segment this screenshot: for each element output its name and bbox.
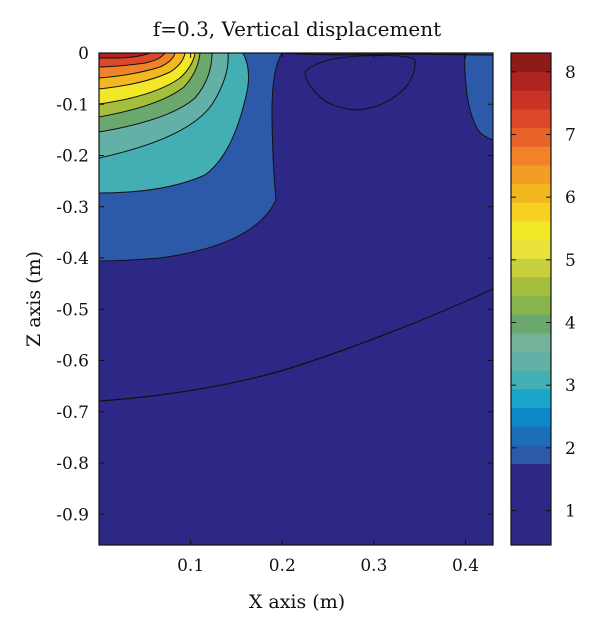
colorbar-frame (510, 52, 552, 546)
colorbar-tick-label: 7 (565, 125, 576, 145)
colorbar-segment (511, 220, 551, 241)
x-axis-label: X axis (m) (249, 591, 345, 613)
contour-band-right-patch (464, 53, 493, 141)
colorbar-segment (511, 164, 551, 185)
colorbar-segment (511, 127, 551, 147)
colorbar-segment (511, 444, 551, 465)
contour-closed-blob (304, 55, 416, 111)
y-tick-label: -0.8 (56, 454, 89, 474)
y-tick-label: -0.7 (56, 403, 89, 423)
colorbar-segment (511, 53, 551, 73)
colorbar-segment (511, 295, 551, 315)
colorbar-segment (511, 202, 551, 222)
colorbar (511, 53, 551, 546)
y-tick-label: -0.9 (56, 505, 89, 525)
colorbar-segment (511, 426, 551, 446)
colorbar-segment (511, 71, 551, 91)
colorbar-segment (511, 258, 551, 278)
colorbar-tick-label: 8 (565, 63, 576, 83)
y-tick-label: -0.2 (56, 147, 89, 167)
x-tick-label: 0.3 (360, 556, 387, 576)
y-tick-label: -0.4 (56, 249, 89, 269)
y-tick-label: -0.1 (56, 95, 89, 115)
colorbar-tick-label: 6 (565, 188, 576, 208)
colorbar-segment (511, 370, 551, 390)
plot-frame (98, 52, 494, 546)
colorbar-tick-label: 3 (565, 376, 576, 396)
colorbar-segment (511, 314, 551, 334)
colorbar-segment (511, 332, 551, 353)
x-tick-label: 0.2 (269, 556, 296, 576)
y-tick-label: -0.3 (56, 198, 89, 218)
colorbar-segment (511, 108, 551, 129)
colorbar-segment (511, 183, 551, 203)
contour-top-edge-line (281, 53, 493, 56)
colorbar-tick-label: 1 (565, 502, 576, 522)
contour-line-lower (99, 288, 493, 402)
x-axis: 0.1 0.2 0.3 0.4 (177, 53, 479, 576)
y-tick-label: 0 (78, 44, 89, 64)
colorbar-ticks: 1 2 3 4 5 6 7 8 (511, 63, 576, 522)
plot-area (99, 53, 493, 545)
y-tick-label: -0.5 (56, 300, 89, 320)
colorbar-tick-label: 4 (565, 314, 576, 334)
colorbar-tick-label: 2 (565, 439, 576, 459)
colorbar-segment (511, 90, 551, 110)
x-tick-label: 0.1 (177, 556, 204, 576)
colorbar-segment (511, 463, 551, 546)
colorbar-segment (511, 351, 551, 371)
contour-band-10 (99, 53, 151, 59)
chart-title: f=0.3, Vertical displacement (153, 17, 441, 41)
colorbar-segment (511, 276, 551, 297)
colorbar-segment (511, 407, 551, 427)
colorbar-segment (511, 239, 551, 259)
y-axis-label: Z axis (m) (23, 251, 45, 347)
colorbar-segment (511, 388, 551, 409)
y-axis: 0 -0.1 -0.2 -0.3 -0.4 -0.5 -0.6 -0.7 -0.8 -0.9 (56, 44, 493, 525)
y-tick-label: -0.6 (56, 352, 89, 372)
colorbar-tick-label: 5 (565, 251, 576, 271)
colorbar-segment (511, 146, 551, 166)
x-tick-label: 0.4 (452, 556, 479, 576)
